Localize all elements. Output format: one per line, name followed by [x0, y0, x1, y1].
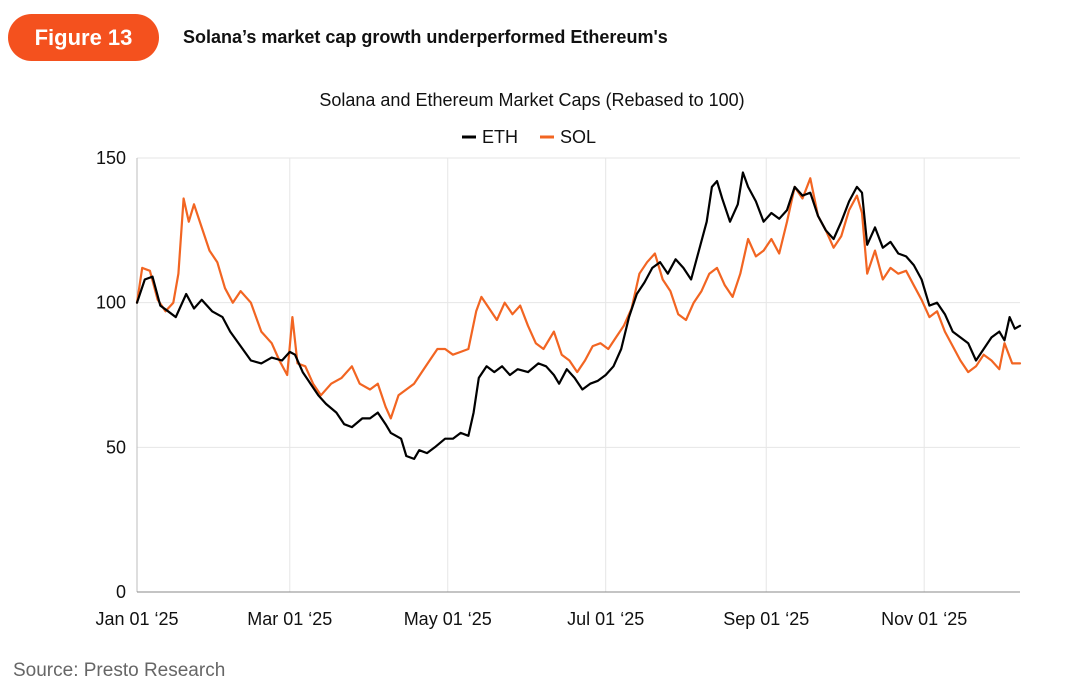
figure-title: Solana’s market cap growth underperforme…	[183, 27, 668, 47]
y-tick-label: 50	[106, 437, 126, 457]
x-tick-label: Sep 01 ‘25	[723, 609, 809, 629]
chart-title: Solana and Ethereum Market Caps (Rebased…	[319, 90, 744, 110]
series-line-eth	[135, 171, 1022, 460]
y-tick-label: 100	[96, 293, 126, 313]
x-tick-label: Jul 01 ‘25	[567, 609, 644, 629]
x-tick-label: May 01 ‘25	[404, 609, 492, 629]
y-tick-label: 0	[116, 582, 126, 602]
series-line-sol	[135, 177, 1022, 420]
y-tick-label: 150	[96, 148, 126, 168]
legend-label-eth: ETH	[482, 127, 518, 147]
legend-label-sol: SOL	[560, 127, 596, 147]
x-tick-label: Nov 01 ‘25	[881, 609, 967, 629]
source-note: Source: Presto Research	[13, 660, 226, 681]
x-tick-label: Jan 01 ‘25	[95, 609, 178, 629]
x-tick-label: Mar 01 ‘25	[247, 609, 332, 629]
figure-badge: Figure 13	[8, 14, 159, 61]
